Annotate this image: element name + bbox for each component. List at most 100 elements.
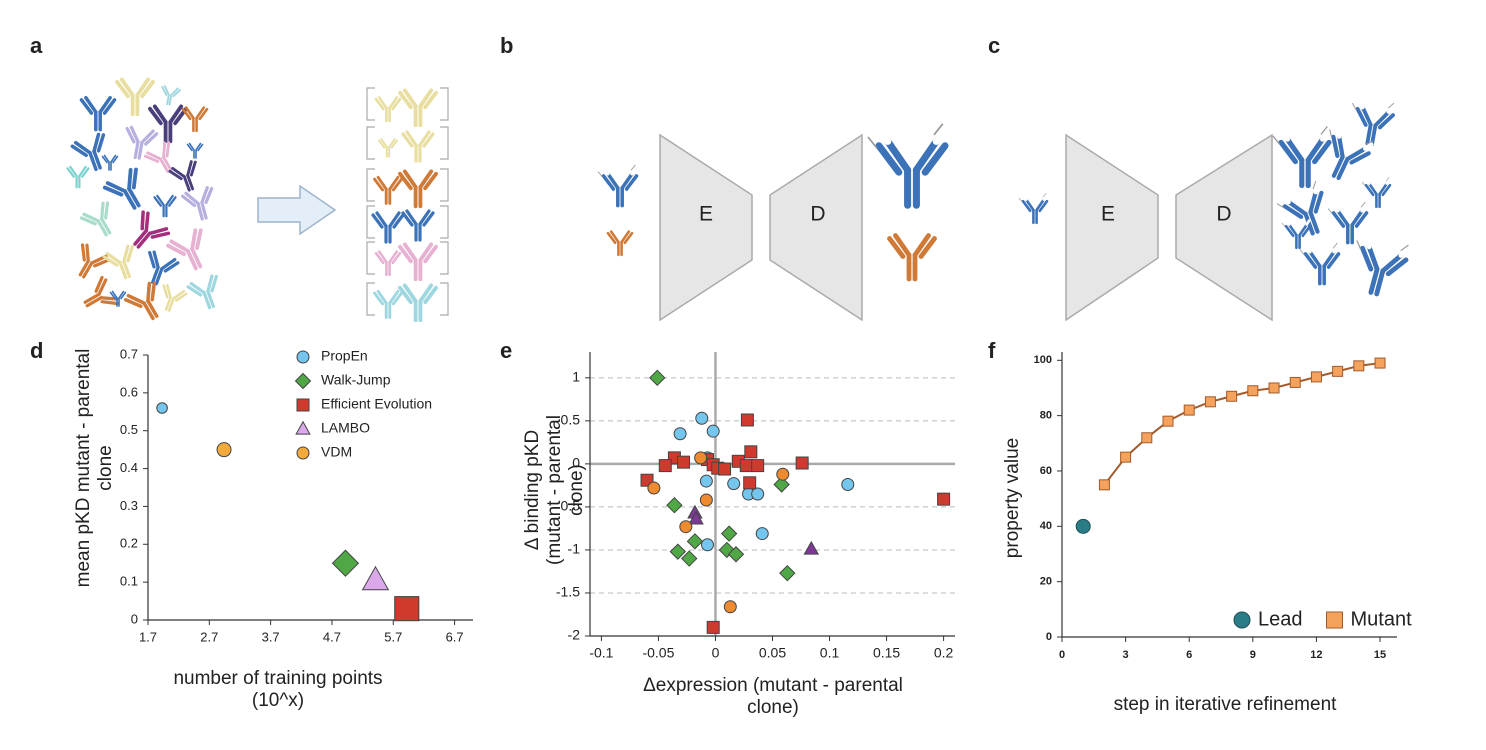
chain [422,211,435,227]
chain [398,244,413,264]
chain [146,281,152,303]
chain [148,250,156,269]
antibody [1272,126,1332,189]
chain [161,85,168,96]
chain [606,171,620,190]
chain [1355,106,1368,127]
point [649,369,666,387]
chain [162,284,169,299]
point [394,596,420,622]
x-tick-label: 6 [1186,649,1192,661]
chain [162,155,173,172]
point [361,565,390,591]
panel-label: b [500,33,513,58]
antibody [148,104,188,144]
chain [1024,198,1035,212]
chain [1332,203,1340,213]
chain [401,211,414,227]
chain [196,201,204,221]
point [1162,415,1174,427]
chain [150,281,156,302]
antibody [66,165,90,189]
chain [100,201,105,221]
encoder-shape [1065,133,1159,322]
y-tick-label: 0 [1046,631,1052,643]
chain [206,274,214,293]
chain [104,201,110,220]
chain [1042,194,1048,201]
y-tick-label: 80 [1040,410,1052,422]
chain [1360,105,1373,127]
chain [168,169,183,181]
chain [79,216,97,226]
chain [418,283,434,303]
antibody [148,250,180,286]
chain [100,300,119,306]
chain [606,231,617,245]
x-tick-label: 0.2 [934,645,954,661]
antibody [181,106,209,133]
chain [97,278,108,296]
chain [398,285,413,305]
point [773,476,790,493]
x-tick-label: 2.7 [200,629,218,644]
chain [378,139,386,149]
chain [620,230,631,244]
y-tick-label: 20 [1040,576,1052,588]
antibody [398,88,438,128]
chain [1380,253,1404,274]
chain [84,95,98,114]
chain [79,98,94,115]
chain [190,247,203,269]
chain [195,142,202,151]
chain [373,177,385,192]
antibody [401,130,435,163]
antibody [1356,236,1410,297]
tip-outline [1327,201,1366,215]
chain [152,104,168,124]
chain [376,289,388,305]
tip-outline [1281,218,1310,228]
tip-outline [1352,102,1395,111]
chain [1308,190,1318,215]
antibody [1281,218,1312,250]
chain [103,154,110,163]
chain [1305,136,1326,163]
point [727,477,741,491]
chain [96,219,108,237]
chain [135,77,151,97]
chain [380,138,388,148]
chain [1358,98,1365,110]
chain [105,251,122,265]
point [666,496,683,514]
chain [1373,110,1391,128]
tip-outline [867,123,944,149]
chain [1331,211,1346,228]
chain [102,255,119,267]
y-tick-label: 0.5 [561,498,581,514]
chain [184,106,195,120]
chain [131,167,138,190]
antibody [78,243,111,279]
chain [1280,128,1290,142]
chain [405,209,418,226]
chain [1298,223,1309,237]
tip-outline [597,164,636,178]
chain [391,251,402,265]
chain [402,283,418,303]
point [779,564,796,582]
chain [105,181,127,194]
chain [166,93,170,106]
chain [423,285,438,305]
antibody [867,123,949,209]
arrow [257,184,337,236]
legend-marker [296,398,310,412]
chain [1354,211,1369,228]
chain [1385,178,1391,185]
chain [1350,208,1364,227]
antibody [102,244,134,280]
chain [1345,146,1368,162]
chain [186,143,193,152]
